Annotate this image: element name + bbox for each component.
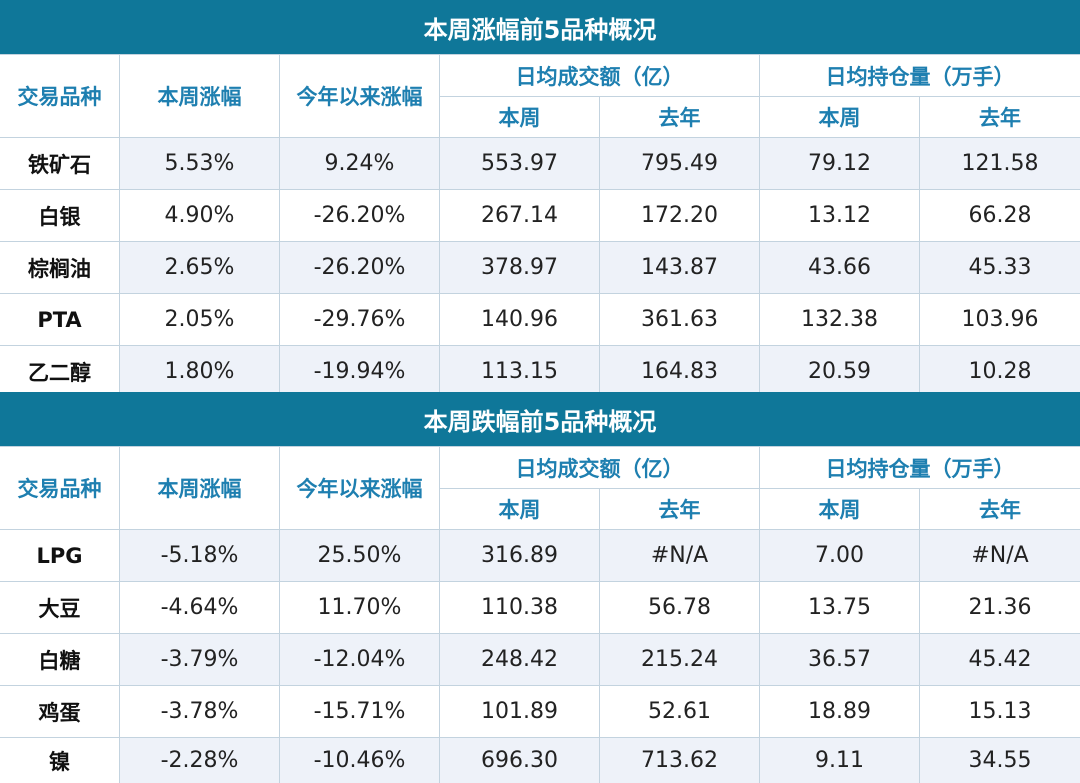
- cell-open-interest-this-week: 132.38: [760, 294, 919, 345]
- cell-ytd-change: -26.20%: [280, 190, 439, 241]
- row-item-name: 乙二醇: [0, 346, 119, 397]
- row-item-name: 鸡蛋: [0, 686, 119, 737]
- cell-weekly-change: -3.79%: [120, 634, 279, 685]
- header-open-interest-group: 日均持仓量（万手）: [760, 447, 1080, 488]
- cell-turnover-last-year: 56.78: [600, 582, 759, 633]
- header-turnover-group: 日均成交额（亿）: [440, 447, 759, 488]
- row-item-name: 棕榈油: [0, 242, 119, 293]
- cell-open-interest-last-year: 15.13: [920, 686, 1080, 737]
- row-item-name: LPG: [0, 530, 119, 581]
- header-open-interest-last-year: 去年: [920, 489, 1080, 529]
- cell-ytd-change: 25.50%: [280, 530, 439, 581]
- cell-turnover-last-year: 164.83: [600, 346, 759, 397]
- header-weekly-change: 本周涨幅: [120, 447, 279, 529]
- cell-turnover-last-year: 795.49: [600, 138, 759, 189]
- cell-turnover-this-week: 113.15: [440, 346, 599, 397]
- row-item-name: 白银: [0, 190, 119, 241]
- cell-turnover-this-week: 101.89: [440, 686, 599, 737]
- cell-turnover-this-week: 553.97: [440, 138, 599, 189]
- cell-open-interest-last-year: 66.28: [920, 190, 1080, 241]
- cell-turnover-this-week: 267.14: [440, 190, 599, 241]
- header-weekly-change: 本周涨幅: [120, 55, 279, 137]
- cell-open-interest-last-year: 45.42: [920, 634, 1080, 685]
- section-title: 本周跌幅前5品种概况: [0, 392, 1080, 446]
- header-ytd-change: 今年以来涨幅: [280, 447, 439, 529]
- cell-weekly-change: -5.18%: [120, 530, 279, 581]
- cell-ytd-change: 9.24%: [280, 138, 439, 189]
- cell-ytd-change: -10.46%: [280, 738, 439, 783]
- cell-turnover-this-week: 110.38: [440, 582, 599, 633]
- cell-ytd-change: -29.76%: [280, 294, 439, 345]
- cell-turnover-last-year: 172.20: [600, 190, 759, 241]
- cell-open-interest-this-week: 20.59: [760, 346, 919, 397]
- header-open-interest-this-week: 本周: [760, 489, 919, 529]
- cell-turnover-last-year: 143.87: [600, 242, 759, 293]
- cell-turnover-last-year: 713.62: [600, 738, 759, 783]
- header-ytd-change: 今年以来涨幅: [280, 55, 439, 137]
- row-item-name: 镍: [0, 738, 119, 783]
- header-turnover-group: 日均成交额（亿）: [440, 55, 759, 96]
- cell-weekly-change: 4.90%: [120, 190, 279, 241]
- cell-open-interest-last-year: 45.33: [920, 242, 1080, 293]
- cell-open-interest-this-week: 79.12: [760, 138, 919, 189]
- cell-ytd-change: -12.04%: [280, 634, 439, 685]
- cell-open-interest-this-week: 13.12: [760, 190, 919, 241]
- cell-ytd-change: -15.71%: [280, 686, 439, 737]
- cell-ytd-change: 11.70%: [280, 582, 439, 633]
- cell-open-interest-this-week: 7.00: [760, 530, 919, 581]
- cell-open-interest-last-year: 10.28: [920, 346, 1080, 397]
- section-title: 本周涨幅前5品种概况: [0, 0, 1080, 54]
- cell-turnover-this-week: 248.42: [440, 634, 599, 685]
- cell-open-interest-last-year: 21.36: [920, 582, 1080, 633]
- header-item: 交易品种: [0, 55, 119, 137]
- header-open-interest-this-week: 本周: [760, 97, 919, 137]
- cell-open-interest-this-week: 9.11: [760, 738, 919, 783]
- row-item-name: PTA: [0, 294, 119, 345]
- row-item-name: 大豆: [0, 582, 119, 633]
- row-item-name: 铁矿石: [0, 138, 119, 189]
- cell-weekly-change: 1.80%: [120, 346, 279, 397]
- cell-turnover-last-year: 52.61: [600, 686, 759, 737]
- cell-open-interest-last-year: 103.96: [920, 294, 1080, 345]
- header-turnover-last-year: 去年: [600, 489, 759, 529]
- cell-open-interest-this-week: 36.57: [760, 634, 919, 685]
- cell-weekly-change: -4.64%: [120, 582, 279, 633]
- cell-open-interest-last-year: 121.58: [920, 138, 1080, 189]
- cell-turnover-this-week: 316.89: [440, 530, 599, 581]
- header-turnover-last-year: 去年: [600, 97, 759, 137]
- cell-open-interest-this-week: 13.75: [760, 582, 919, 633]
- cell-weekly-change: 2.05%: [120, 294, 279, 345]
- cell-turnover-this-week: 378.97: [440, 242, 599, 293]
- cell-open-interest-last-year: 34.55: [920, 738, 1080, 783]
- cell-turnover-this-week: 140.96: [440, 294, 599, 345]
- header-open-interest-last-year: 去年: [920, 97, 1080, 137]
- cell-weekly-change: -2.28%: [120, 738, 279, 783]
- cell-ytd-change: -26.20%: [280, 242, 439, 293]
- cell-turnover-last-year: 215.24: [600, 634, 759, 685]
- cell-open-interest-this-week: 18.89: [760, 686, 919, 737]
- cell-turnover-this-week: 696.30: [440, 738, 599, 783]
- cell-open-interest-this-week: 43.66: [760, 242, 919, 293]
- cell-weekly-change: 2.65%: [120, 242, 279, 293]
- cell-turnover-last-year: #N/A: [600, 530, 759, 581]
- cell-turnover-last-year: 361.63: [600, 294, 759, 345]
- cell-weekly-change: 5.53%: [120, 138, 279, 189]
- header-turnover-this-week: 本周: [440, 489, 599, 529]
- header-turnover-this-week: 本周: [440, 97, 599, 137]
- header-open-interest-group: 日均持仓量（万手）: [760, 55, 1080, 96]
- cell-ytd-change: -19.94%: [280, 346, 439, 397]
- cell-open-interest-last-year: #N/A: [920, 530, 1080, 581]
- row-item-name: 白糖: [0, 634, 119, 685]
- cell-weekly-change: -3.78%: [120, 686, 279, 737]
- header-item: 交易品种: [0, 447, 119, 529]
